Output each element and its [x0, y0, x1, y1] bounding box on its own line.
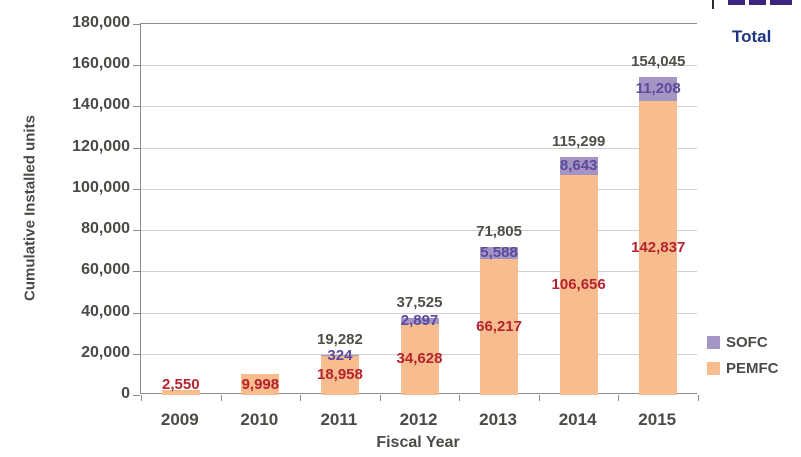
- x-axis-tick: [538, 395, 540, 401]
- x-tick-label-2014: 2014: [558, 410, 597, 429]
- gridline: [141, 147, 697, 149]
- bar-segment-pemfc-2015: [639, 100, 678, 395]
- legend-item-pemfc: PEMFC: [707, 360, 779, 377]
- pemfc-value-label: 18,958: [316, 366, 363, 384]
- y-axis-tick: [133, 188, 140, 190]
- pemfc-value-label: 34,628: [396, 350, 443, 368]
- y-axis-tick: [133, 271, 140, 273]
- gridline: [141, 230, 697, 232]
- y-axis-tick: [133, 24, 140, 25]
- y-tick-label: 140,000: [72, 96, 130, 114]
- bar-segment-sofc-2012: [400, 317, 439, 324]
- legend-label: SOFC: [726, 334, 768, 351]
- x-axis-tick: [459, 395, 461, 401]
- gridline: [141, 188, 697, 190]
- bar-segment-pemfc-2012: [400, 323, 439, 395]
- gridline: [141, 271, 697, 273]
- logo-square-icon: [728, 0, 745, 5]
- y-tick-label: 0: [121, 385, 130, 402]
- total-value-label: 19,282: [316, 331, 363, 349]
- y-axis-tick: [133, 230, 140, 232]
- x-tick-label-2011: 2011: [320, 410, 358, 429]
- y-axis-tick: [133, 147, 140, 149]
- y-tick-label: 160,000: [72, 55, 130, 73]
- x-axis-tick: [379, 395, 381, 401]
- x-axis-tick: [141, 395, 142, 401]
- bar-segment-sofc-2014: [559, 157, 598, 176]
- total-value-label: 37,525: [396, 293, 443, 311]
- x-axis-tick: [698, 395, 699, 401]
- gridline: [141, 106, 697, 108]
- bar-segment-pemfc-2011: [320, 355, 359, 395]
- y-tick-label: 20,000: [81, 343, 130, 361]
- y-tick-label: 100,000: [72, 178, 130, 196]
- x-tick-label-2015: 2015: [638, 410, 677, 429]
- sofc-value-label: 11,208: [635, 80, 681, 98]
- pemfc-value-label: 9,998: [241, 375, 280, 393]
- plot-area: 2,550 9,998 19,282 324 18,958 37,525 2,897 34,6…: [133, 23, 699, 401]
- bar-segment-sofc-2013: [480, 247, 519, 259]
- sofc-value-label: 5,588: [480, 243, 518, 261]
- y-axis-tick: [133, 395, 140, 396]
- x-tick-label-2012: 2012: [399, 410, 438, 429]
- y-tick-label: 180,000: [72, 14, 130, 31]
- logo-square-icon: [770, 0, 792, 5]
- legend-label: PEMFC: [726, 360, 779, 377]
- y-axis-tick: [133, 65, 140, 67]
- legend-item-sofc: SOFC: [707, 334, 779, 351]
- y-axis-tick: [133, 106, 140, 108]
- total-annotation: Total: [732, 27, 772, 46]
- bar-segment-pemfc-2009: [161, 389, 200, 395]
- bar-segment-pemfc-2014: [559, 175, 598, 395]
- sofc-swatch-icon: [707, 336, 720, 349]
- sofc-value-label: 8,643: [559, 157, 598, 175]
- pemfc-value-label: 142,837: [631, 238, 686, 256]
- x-axis-tick: [618, 395, 620, 401]
- pemfc-swatch-icon: [707, 362, 720, 375]
- legend: SOFC PEMFC: [707, 334, 779, 386]
- sofc-value-label: 2,897: [400, 311, 439, 329]
- x-axis-tick: [220, 395, 222, 401]
- sofc-value-label: 324: [327, 346, 353, 364]
- y-tick-label: 40,000: [81, 302, 130, 320]
- pemfc-value-label: 2,550: [162, 376, 200, 393]
- x-tick-label-2009: 2009: [160, 410, 199, 429]
- x-axis-tick: [300, 395, 302, 401]
- y-tick-label: 120,000: [72, 137, 130, 155]
- y-axis-tick: [133, 312, 140, 314]
- bar-segment-sofc-2011: [320, 355, 359, 357]
- y-axis-tick: [133, 353, 140, 355]
- total-value-label: 115,299: [551, 133, 606, 151]
- gridline: [141, 65, 697, 67]
- total-value-label: 71,805: [476, 223, 523, 240]
- logo-square-icon: [749, 0, 766, 5]
- total-value-label: 154,045: [631, 53, 686, 71]
- x-axis-title: Fiscal Year: [376, 434, 460, 451]
- gridline: [141, 312, 697, 314]
- bar-segment-pemfc-2010: [241, 374, 280, 395]
- x-tick-label-2013: 2013: [479, 410, 517, 429]
- bar-segment-pemfc-2013: [480, 258, 519, 395]
- pemfc-value-label: 106,656: [551, 276, 606, 294]
- bar-segment-sofc-2015: [639, 77, 678, 101]
- y-axis-title: Cumulative Installed units: [21, 115, 39, 301]
- pemfc-value-label: 66,217: [476, 317, 523, 335]
- y-tick-label: 80,000: [81, 220, 130, 238]
- logo-line-icon: [712, 0, 714, 9]
- x-tick-label-2010: 2010: [240, 410, 279, 429]
- y-tick-label: 60,000: [81, 261, 130, 279]
